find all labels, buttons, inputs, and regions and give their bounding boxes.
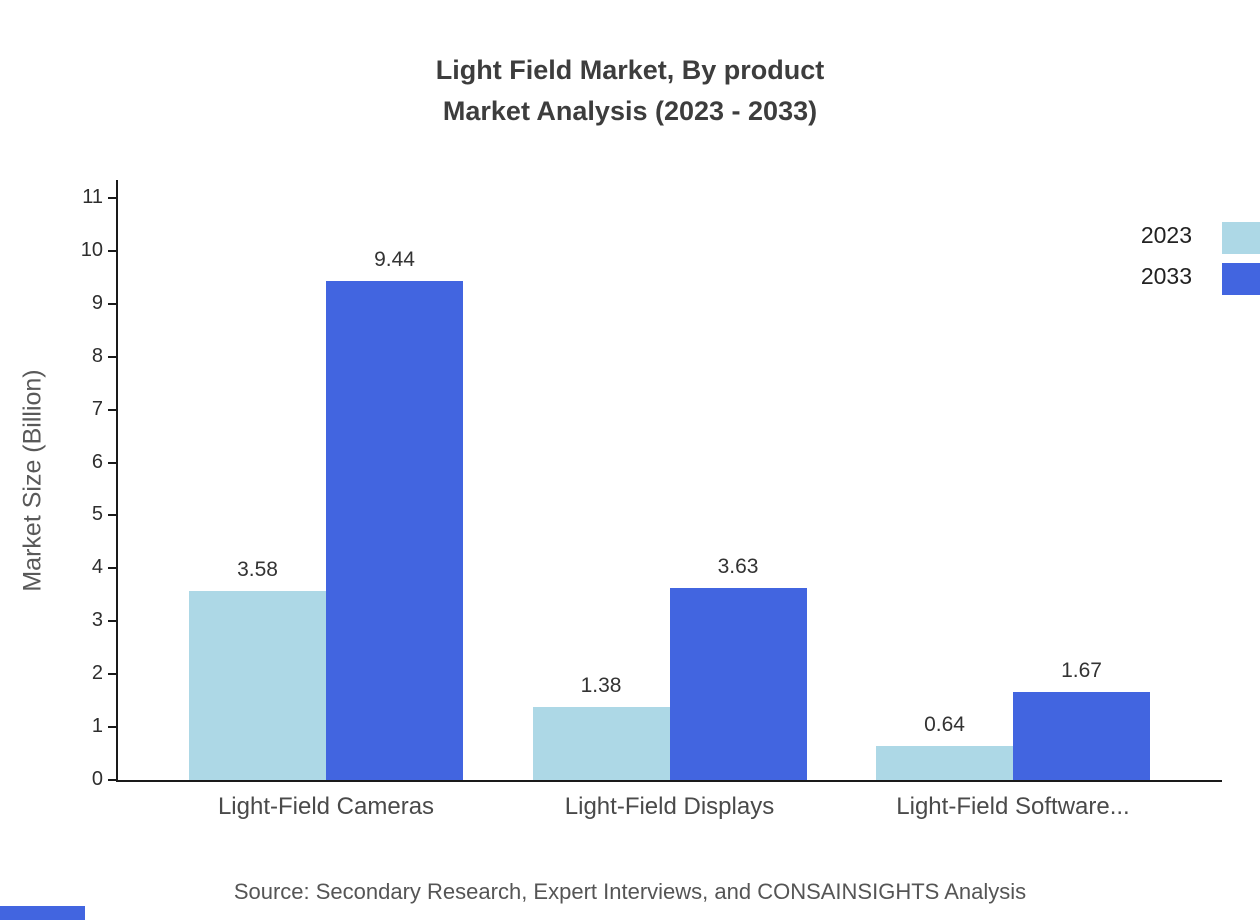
y-tick-mark — [108, 779, 116, 781]
value-label: 3.63 — [717, 554, 759, 578]
bar-2033-3 — [1013, 691, 1150, 780]
legend-label: 2023 — [1140, 222, 1192, 248]
y-tick-mark — [108, 461, 116, 464]
y-tick-label: 3 — [91, 609, 103, 632]
bar-2033-2 — [669, 587, 807, 780]
y-tick-label: 2 — [91, 662, 103, 685]
bar-2023-3 — [876, 746, 1013, 780]
y-tick-mark — [108, 673, 116, 676]
x-category-label: Light-Field Cameras — [217, 793, 435, 820]
source-note: Source: Secondary Research, Expert Inter… — [233, 879, 1027, 904]
y-tick-mark — [108, 726, 116, 729]
y-tick-label: 6 — [91, 450, 103, 473]
bottom-left-accent — [0, 906, 85, 920]
y-tick-mark — [108, 249, 116, 252]
y-tick-mark — [108, 197, 116, 199]
x-axis-line — [116, 780, 1222, 782]
bar-2023-2 — [532, 706, 670, 780]
y-axis-line — [116, 180, 118, 782]
y-tick-label: 4 — [91, 556, 103, 579]
x-category-label: Light-Field Software... — [896, 793, 1130, 820]
bar-2033-1 — [326, 280, 463, 780]
y-tick-label: 10 — [80, 238, 103, 261]
value-label: 9.44 — [374, 247, 415, 271]
legend-label: 2033 — [1140, 263, 1192, 289]
value-label: 1.38 — [580, 673, 622, 697]
value-label: 1.67 — [1061, 658, 1102, 682]
y-tick-mark — [108, 408, 116, 411]
y-tick-mark — [108, 567, 116, 570]
legend-row: 2023 — [0, 220, 1260, 256]
legend-swatch — [1222, 263, 1260, 295]
legend-row: 2033 — [0, 261, 1260, 297]
chart-title: Light Field Market, By product Market An… — [0, 50, 1260, 132]
legend-swatch — [1222, 222, 1260, 254]
chart-title-line1: Light Field Market, By product — [435, 55, 825, 85]
y-tick-label: 0 — [91, 768, 103, 790]
y-tick-mark — [108, 355, 116, 358]
y-tick-label: 9 — [91, 291, 103, 314]
value-label: 0.64 — [924, 713, 965, 737]
y-tick-mark — [108, 514, 116, 517]
y-tick-label: 1 — [91, 715, 103, 738]
chart-title-line2: Market Analysis (2023 - 2033) — [442, 96, 818, 126]
y-tick-label: 7 — [91, 397, 103, 420]
value-label: 3.58 — [237, 557, 278, 581]
y-tick-label: 11 — [82, 186, 103, 208]
bar-2023-1 — [189, 590, 326, 780]
y-tick-label: 8 — [91, 344, 103, 367]
y-tick-mark — [108, 620, 116, 623]
y-tick-label: 5 — [91, 503, 103, 526]
x-category-label: Light-Field Displays — [564, 793, 775, 820]
y-tick-mark — [108, 302, 116, 305]
